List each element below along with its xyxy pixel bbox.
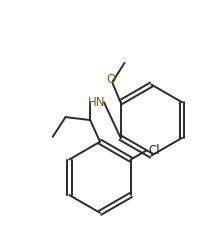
Text: Cl: Cl	[147, 144, 159, 157]
Text: HN: HN	[88, 96, 105, 109]
Text: O: O	[106, 73, 115, 86]
